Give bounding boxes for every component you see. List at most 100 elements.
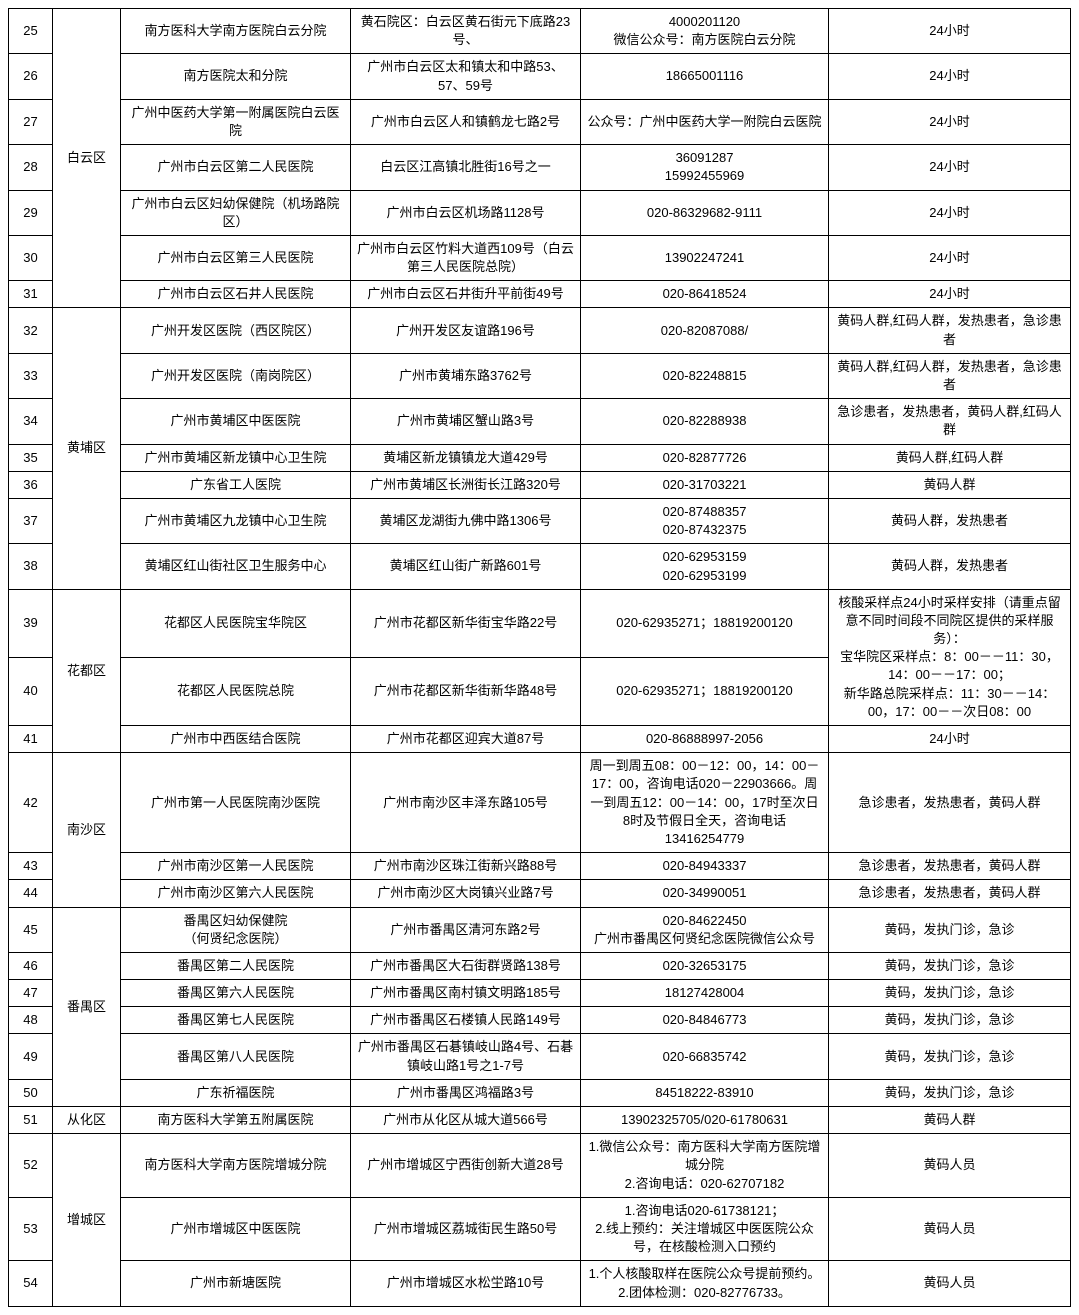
address-cell: 广州市番禺区鸿福路3号 xyxy=(351,1079,581,1106)
district-cell: 增城区 xyxy=(53,1134,121,1307)
phone-cell: 4000201120微信公众号：南方医院白云分院 xyxy=(581,9,829,54)
address-cell: 广州市黄埔区长洲街长江路320号 xyxy=(351,471,581,498)
table-row: 32黄埔区广州开发区医院（西区院区）广州开发区友谊路196号020-820870… xyxy=(9,308,1071,353)
table-row: 30广州市白云区第三人民医院广州市白云区竹料大道西109号（白云第三人民医院总院… xyxy=(9,235,1071,280)
address-cell: 广州市南沙区大岗镇兴业路7号 xyxy=(351,880,581,907)
row-index: 43 xyxy=(9,853,53,880)
table-row: 45番禺区番禺区妇幼保健院（何贤纪念医院）广州市番禺区清河东路2号020-846… xyxy=(9,907,1071,952)
row-index: 28 xyxy=(9,145,53,190)
address-cell: 广州市番禺区石碁镇岐山路4号、石碁镇岐山路1号之1-7号 xyxy=(351,1034,581,1079)
notes-cell: 急诊患者，发热患者，黄码人群 xyxy=(829,753,1071,853)
address-cell: 白云区江高镇北胜街16号之一 xyxy=(351,145,581,190)
hospital-cell: 南方医科大学第五附属医院 xyxy=(121,1107,351,1134)
row-index: 31 xyxy=(9,281,53,308)
row-index: 46 xyxy=(9,952,53,979)
phone-cell: 020-31703221 xyxy=(581,471,829,498)
phone-cell: 020-32653175 xyxy=(581,952,829,979)
row-index: 54 xyxy=(9,1261,53,1306)
row-index: 41 xyxy=(9,726,53,753)
row-index: 42 xyxy=(9,753,53,853)
table-row: 44广州市南沙区第六人民医院广州市南沙区大岗镇兴业路7号020-34990051… xyxy=(9,880,1071,907)
hospital-cell: 广州市白云区第二人民医院 xyxy=(121,145,351,190)
row-index: 48 xyxy=(9,1007,53,1034)
hospital-cell: 广州开发区医院（南岗院区） xyxy=(121,353,351,398)
hospital-cell: 广州市中西医结合医院 xyxy=(121,726,351,753)
notes-cell: 黄码人群，发热患者 xyxy=(829,498,1071,543)
row-index: 38 xyxy=(9,544,53,589)
address-cell: 广州市增城区水松坣路10号 xyxy=(351,1261,581,1306)
phone-cell: 020-87488357020-87432375 xyxy=(581,498,829,543)
district-cell: 黄埔区 xyxy=(53,308,121,589)
hospital-cell: 广州市南沙区第六人民医院 xyxy=(121,880,351,907)
phone-cell: 020-34990051 xyxy=(581,880,829,907)
hospital-cell: 番禺区第八人民医院 xyxy=(121,1034,351,1079)
address-cell: 黄埔区红山街广新路601号 xyxy=(351,544,581,589)
address-cell: 广州市南沙区丰泽东路105号 xyxy=(351,753,581,853)
address-cell: 广州市花都区新华街新华路48号 xyxy=(351,657,581,725)
table-row: 48番禺区第七人民医院广州市番禺区石楼镇人民路149号020-84846773黄… xyxy=(9,1007,1071,1034)
hospital-cell: 花都区人民医院总院 xyxy=(121,657,351,725)
district-cell: 白云区 xyxy=(53,9,121,308)
notes-cell: 核酸采样点24小时采样安排（请重点留意不同时间段不同院区提供的采样服务）：宝华院… xyxy=(829,589,1071,725)
table-row: 43广州市南沙区第一人民医院广州市南沙区珠江街新兴路88号020-8494333… xyxy=(9,853,1071,880)
table-row: 50广东祈福医院广州市番禺区鸿福路3号84518222-83910黄码，发执门诊… xyxy=(9,1079,1071,1106)
table-row: 29广州市白云区妇幼保健院（机场路院区）广州市白云区机场路1128号020-86… xyxy=(9,190,1071,235)
row-index: 35 xyxy=(9,444,53,471)
notes-cell: 急诊患者，发热患者，黄码人群 xyxy=(829,880,1071,907)
row-index: 25 xyxy=(9,9,53,54)
phone-cell: 020-86329682-9111 xyxy=(581,190,829,235)
phone-cell: 周一到周五08：00－12：00，14：00－17：00，咨询电话020－229… xyxy=(581,753,829,853)
notes-cell: 黄码人员 xyxy=(829,1261,1071,1306)
hospital-cell: 黄埔区红山街社区卫生服务中心 xyxy=(121,544,351,589)
notes-cell: 黄码人员 xyxy=(829,1197,1071,1261)
address-cell: 广州市增城区宁西街创新大道28号 xyxy=(351,1134,581,1198)
table-row: 27广州中医药大学第一附属医院白云医院广州市白云区人和镇鹤龙七路2号公众号：广州… xyxy=(9,99,1071,144)
row-index: 49 xyxy=(9,1034,53,1079)
hospital-table: 25白云区南方医科大学南方医院白云分院黄石院区：白云区黄石街元下底路23号、40… xyxy=(8,8,1071,1307)
phone-cell: 020-86418524 xyxy=(581,281,829,308)
notes-cell: 24小时 xyxy=(829,54,1071,99)
address-cell: 广州市花都区新华街宝华路22号 xyxy=(351,589,581,657)
row-index: 26 xyxy=(9,54,53,99)
address-cell: 广州市增城区荔城街民生路50号 xyxy=(351,1197,581,1261)
notes-cell: 黄码人群,红码人群 xyxy=(829,444,1071,471)
row-index: 52 xyxy=(9,1134,53,1198)
phone-cell: 020-66835742 xyxy=(581,1034,829,1079)
table-row: 34广州市黄埔区中医医院广州市黄埔区蟹山路3号020-82288938急诊患者，… xyxy=(9,399,1071,444)
address-cell: 广州市番禺区清河东路2号 xyxy=(351,907,581,952)
notes-cell: 24小时 xyxy=(829,99,1071,144)
hospital-cell: 南方医科大学南方医院白云分院 xyxy=(121,9,351,54)
notes-cell: 黄码人群,红码人群，发热患者，急诊患者 xyxy=(829,353,1071,398)
address-cell: 广州市白云区机场路1128号 xyxy=(351,190,581,235)
hospital-cell: 广州市黄埔区新龙镇中心卫生院 xyxy=(121,444,351,471)
row-index: 51 xyxy=(9,1107,53,1134)
notes-cell: 黄码，发执门诊，急诊 xyxy=(829,1007,1071,1034)
table-row: 49 番禺区第八人民医院广州市番禺区石碁镇岐山路4号、石碁镇岐山路1号之1-7号0… xyxy=(9,1034,1071,1079)
notes-cell: 黄码，发执门诊，急诊 xyxy=(829,980,1071,1007)
phone-cell: 1.微信公众号：南方医科大学南方医院增城分院2.咨询电话：020-6270718… xyxy=(581,1134,829,1198)
notes-cell: 黄码人群 xyxy=(829,471,1071,498)
notes-cell: 黄码，发执门诊，急诊 xyxy=(829,952,1071,979)
district-cell: 花都区 xyxy=(53,589,121,753)
phone-cell: 020-62935271；18819200120 xyxy=(581,589,829,657)
row-index: 27 xyxy=(9,99,53,144)
hospital-cell: 广州中医药大学第一附属医院白云医院 xyxy=(121,99,351,144)
table-row: 53广州市增城区中医医院广州市增城区荔城街民生路50号1.咨询电话020-617… xyxy=(9,1197,1071,1261)
address-cell: 广州市白云区竹料大道西109号（白云第三人民医院总院） xyxy=(351,235,581,280)
hospital-cell: 南方医院太和分院 xyxy=(121,54,351,99)
phone-cell: 020-82877726 xyxy=(581,444,829,471)
phone-cell: 020-82087088/ xyxy=(581,308,829,353)
notes-cell: 急诊患者，发热患者，黄码人群,红码人群 xyxy=(829,399,1071,444)
address-cell: 广州开发区友谊路196号 xyxy=(351,308,581,353)
address-cell: 广州市番禺区石楼镇人民路149号 xyxy=(351,1007,581,1034)
phone-cell: 3609128715992455969 xyxy=(581,145,829,190)
phone-cell: 020-84846773 xyxy=(581,1007,829,1034)
phone-cell: 020-84622450广州市番禺区何贤纪念医院微信公众号 xyxy=(581,907,829,952)
table-row: 25白云区南方医科大学南方医院白云分院黄石院区：白云区黄石街元下底路23号、40… xyxy=(9,9,1071,54)
notes-cell: 黄码，发执门诊，急诊 xyxy=(829,1079,1071,1106)
hospital-cell: 广州市黄埔区中医医院 xyxy=(121,399,351,444)
district-cell: 从化区 xyxy=(53,1107,121,1134)
address-cell: 黄埔区新龙镇镇龙大道429号 xyxy=(351,444,581,471)
table-row: 42南沙区广州市第一人民医院南沙医院广州市南沙区丰泽东路105号周一到周五08：… xyxy=(9,753,1071,853)
notes-cell: 24小时 xyxy=(829,9,1071,54)
